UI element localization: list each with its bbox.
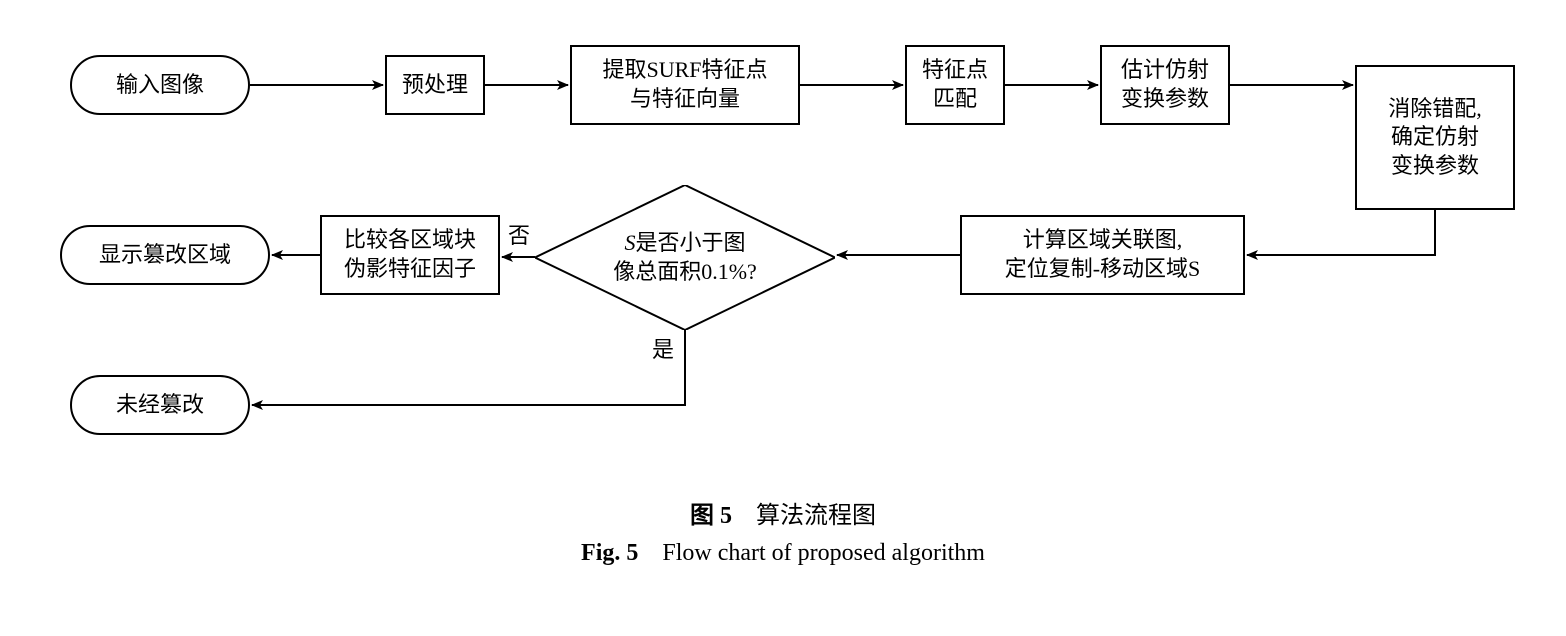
caption-en-prefix: Fig. 5 [581, 540, 638, 566]
caption-zh: 图 5 算法流程图 [0, 495, 1566, 530]
edge-label-no: 否 [508, 218, 530, 250]
caption-zh-prefix: 图 5 [690, 503, 732, 529]
caption-en-text: Flow chart of proposed algorithm [662, 540, 985, 566]
edge-label-yes: 是 [652, 332, 674, 364]
caption-zh-text: 算法流程图 [756, 503, 876, 529]
caption-en: Fig. 5 Flow chart of proposed algorithm [0, 540, 1566, 567]
